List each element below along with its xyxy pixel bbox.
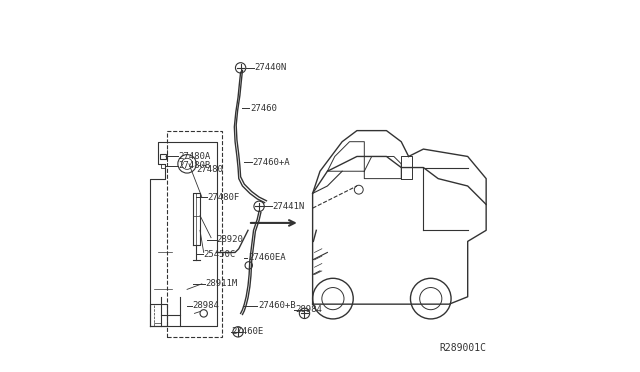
- Text: R289001C: R289001C: [439, 343, 486, 353]
- Text: 27480A: 27480A: [179, 152, 211, 161]
- Text: 27460+A: 27460+A: [252, 157, 290, 167]
- Text: 28984: 28984: [295, 305, 322, 314]
- Text: 27480B: 27480B: [179, 161, 211, 170]
- Text: 25450C: 25450C: [204, 250, 236, 259]
- Text: 27460+B: 27460+B: [258, 301, 296, 311]
- Text: 28911M: 28911M: [205, 279, 238, 288]
- Text: 27460E: 27460E: [232, 327, 264, 336]
- Text: 27440N: 27440N: [254, 63, 287, 72]
- Text: 27480F: 27480F: [207, 193, 239, 202]
- Bar: [161, 154, 166, 159]
- Text: 27460: 27460: [250, 104, 276, 113]
- Text: 27480: 27480: [196, 165, 223, 174]
- Text: 27441N: 27441N: [273, 202, 305, 211]
- Text: 28920: 28920: [216, 235, 243, 244]
- Text: 28984: 28984: [193, 301, 220, 311]
- Text: 27460EA: 27460EA: [248, 253, 285, 263]
- Bar: [167, 131, 222, 337]
- Bar: [161, 164, 165, 167]
